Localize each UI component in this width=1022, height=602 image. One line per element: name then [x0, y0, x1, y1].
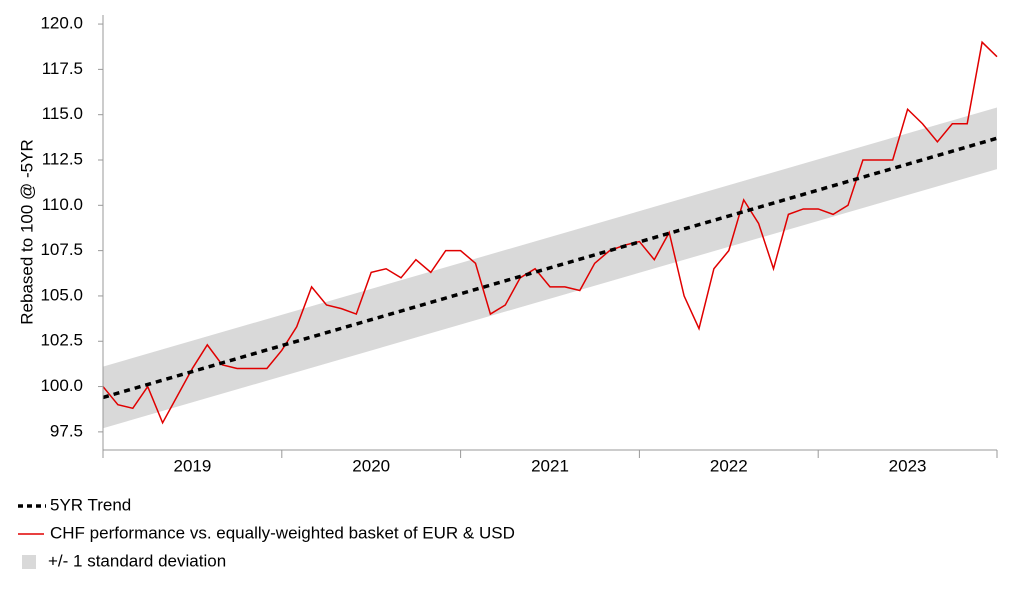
- y-tick-label: 105.0: [40, 285, 83, 304]
- y-tick-label: 117.5: [42, 59, 83, 78]
- legend-swatch: [22, 555, 36, 569]
- legend-label: +/- 1 standard deviation: [48, 551, 226, 570]
- y-tick-label: 102.5: [40, 331, 83, 350]
- y-tick-label: 112.5: [42, 149, 83, 168]
- legend-label: 5YR Trend: [50, 495, 131, 514]
- x-tick-label: 2022: [710, 456, 748, 475]
- y-tick-label: 107.5: [40, 240, 83, 259]
- x-tick-label: 2019: [173, 456, 211, 475]
- y-axis-label: Rebased to 100 @ -5YR: [17, 139, 36, 324]
- y-tick-label: 110.0: [42, 195, 83, 214]
- x-tick-label: 2021: [531, 456, 569, 475]
- y-tick-label: 97.5: [50, 421, 83, 440]
- y-tick-label: 120.0: [40, 14, 83, 33]
- trend-line: [102, 136, 998, 400]
- x-tick-label: 2023: [889, 456, 927, 475]
- x-tick-label: 2020: [352, 456, 390, 475]
- legend-label: CHF performance vs. equally-weighted bas…: [50, 523, 515, 542]
- y-tick-label: 100.0: [40, 376, 83, 395]
- y-tick-label: 115.0: [42, 104, 83, 123]
- data-line: [102, 40, 998, 425]
